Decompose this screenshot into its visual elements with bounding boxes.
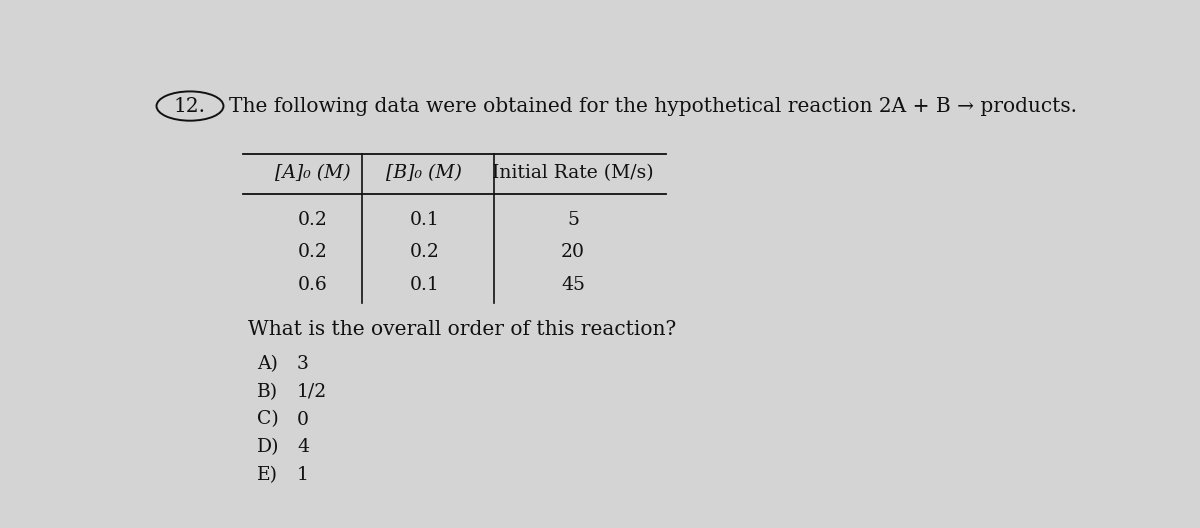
Text: 1: 1 — [296, 466, 308, 484]
Text: 0: 0 — [296, 410, 308, 429]
Text: 5: 5 — [568, 211, 580, 229]
Text: 0.1: 0.1 — [409, 276, 439, 294]
Text: 0.6: 0.6 — [298, 276, 328, 294]
Text: 4: 4 — [296, 438, 308, 456]
Text: 20: 20 — [562, 243, 586, 261]
Text: The following data were obtained for the hypothetical reaction 2A + B → products: The following data were obtained for the… — [229, 97, 1078, 116]
Text: 0.1: 0.1 — [409, 211, 439, 229]
Text: D): D) — [257, 438, 280, 456]
Text: What is the overall order of this reaction?: What is the overall order of this reacti… — [247, 320, 676, 339]
Text: Initial Rate (M/s): Initial Rate (M/s) — [492, 164, 654, 182]
Text: B): B) — [257, 383, 278, 401]
Text: A): A) — [257, 355, 278, 373]
Text: 1/2: 1/2 — [296, 383, 328, 401]
Text: 45: 45 — [562, 276, 586, 294]
Text: C): C) — [257, 410, 278, 429]
Text: E): E) — [257, 466, 278, 484]
Text: [B]₀ (M): [B]₀ (M) — [386, 164, 462, 182]
Text: 12.: 12. — [174, 97, 206, 116]
Text: [A]₀ (M): [A]₀ (M) — [275, 164, 350, 182]
Text: 0.2: 0.2 — [298, 211, 328, 229]
Text: 0.2: 0.2 — [298, 243, 328, 261]
Text: 0.2: 0.2 — [409, 243, 439, 261]
Text: 3: 3 — [296, 355, 308, 373]
